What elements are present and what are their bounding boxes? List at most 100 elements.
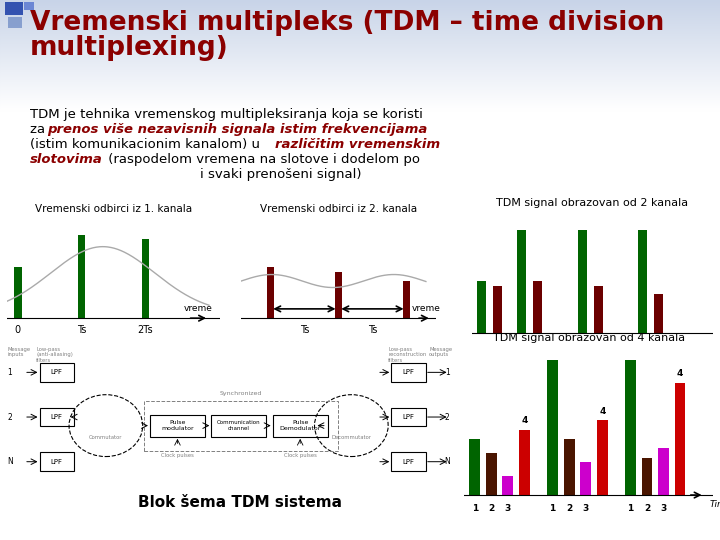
Bar <box>0 69 720 70</box>
Text: 1: 1 <box>627 504 634 514</box>
Bar <box>594 286 603 333</box>
FancyBboxPatch shape <box>392 453 426 471</box>
Bar <box>0 48 720 49</box>
Bar <box>675 383 685 495</box>
Bar <box>0 46 720 47</box>
Text: Ts: Ts <box>368 325 377 335</box>
Bar <box>0 106 720 107</box>
Bar <box>597 420 608 495</box>
Bar <box>0 1 720 2</box>
Bar <box>0 9 720 10</box>
Text: Ts: Ts <box>300 325 309 335</box>
Bar <box>0 14 720 15</box>
Text: za: za <box>30 123 50 136</box>
Bar <box>0 83 720 84</box>
Text: 0: 0 <box>14 325 21 335</box>
Bar <box>0 79 720 80</box>
Bar <box>486 453 497 495</box>
Bar <box>0 6 720 7</box>
Text: 2: 2 <box>488 504 495 514</box>
Bar <box>0 53 720 54</box>
Text: (raspodelom vremena na slotove i dodelom po: (raspodelom vremena na slotove i dodelom… <box>104 153 420 166</box>
Text: 3: 3 <box>660 504 667 514</box>
Text: Clock pulses: Clock pulses <box>161 453 194 458</box>
Bar <box>0 99 720 100</box>
Bar <box>0 81 720 82</box>
Text: 3: 3 <box>505 504 511 514</box>
Bar <box>0 39 720 40</box>
Text: N: N <box>8 457 14 466</box>
Text: Low-pass
reconstruction
filters: Low-pass reconstruction filters <box>388 347 426 363</box>
Bar <box>403 281 410 318</box>
Text: LPF: LPF <box>51 414 63 420</box>
Bar <box>0 54 720 55</box>
Bar <box>0 44 720 45</box>
Text: Commutator: Commutator <box>89 435 122 440</box>
Text: LPF: LPF <box>51 458 63 465</box>
Bar <box>5 2 23 15</box>
Bar <box>469 439 480 495</box>
Bar <box>0 109 720 110</box>
Text: Vremenski multipleks (TDM – time division: Vremenski multipleks (TDM – time divisio… <box>30 10 665 36</box>
Bar <box>0 71 720 72</box>
Bar <box>0 35 720 36</box>
Bar <box>0 28 720 29</box>
Bar <box>0 66 720 67</box>
FancyBboxPatch shape <box>392 408 426 426</box>
Bar <box>0 24 720 25</box>
Bar <box>0 73 720 74</box>
Bar <box>625 360 636 495</box>
Bar <box>0 80 720 81</box>
Bar <box>0 78 720 79</box>
Text: Time: Time <box>709 500 720 509</box>
Text: 1: 1 <box>8 368 12 377</box>
Bar <box>0 58 720 59</box>
Bar <box>0 27 720 28</box>
Text: Low-pass
(anti-aliasing)
filters: Low-pass (anti-aliasing) filters <box>36 347 73 363</box>
Bar <box>0 65 720 66</box>
Bar <box>0 51 720 52</box>
Bar <box>0 90 720 91</box>
Text: 1: 1 <box>549 504 556 514</box>
Bar <box>0 41 720 42</box>
Bar <box>0 7 720 8</box>
FancyBboxPatch shape <box>40 408 74 426</box>
Bar <box>0 92 720 93</box>
Bar <box>0 72 720 73</box>
Bar <box>0 62 720 63</box>
Bar <box>0 86 720 87</box>
Bar <box>0 75 720 76</box>
Bar <box>0 40 720 41</box>
Bar <box>0 15 720 16</box>
Bar <box>0 93 720 94</box>
Bar <box>0 101 720 102</box>
Text: LPF: LPF <box>402 414 415 420</box>
Bar <box>0 60 720 61</box>
Text: 3: 3 <box>582 504 589 514</box>
Text: Blok šema TDM sistema: Blok šema TDM sistema <box>138 495 342 510</box>
FancyBboxPatch shape <box>40 363 74 382</box>
Bar <box>0 11 720 12</box>
Bar <box>0 105 720 106</box>
Bar <box>518 230 526 333</box>
Bar <box>0 52 720 53</box>
Bar <box>503 476 513 495</box>
Bar <box>0 96 720 97</box>
Bar <box>0 74 720 75</box>
Text: i svaki prenošeni signal): i svaki prenošeni signal) <box>200 168 361 181</box>
FancyBboxPatch shape <box>150 415 205 437</box>
Bar <box>0 95 720 96</box>
Bar <box>0 16 720 17</box>
Title: TDM signal obrazovan od 2 kanala: TDM signal obrazovan od 2 kanala <box>496 198 688 208</box>
Bar <box>564 439 575 495</box>
Bar <box>0 56 720 57</box>
Bar <box>0 23 720 24</box>
Bar <box>658 448 669 495</box>
Bar <box>477 281 486 333</box>
Text: N: N <box>444 457 449 466</box>
Bar <box>493 286 503 333</box>
Bar <box>0 107 720 108</box>
Text: Ts: Ts <box>77 325 86 335</box>
Bar <box>0 59 720 60</box>
Bar <box>0 34 720 35</box>
